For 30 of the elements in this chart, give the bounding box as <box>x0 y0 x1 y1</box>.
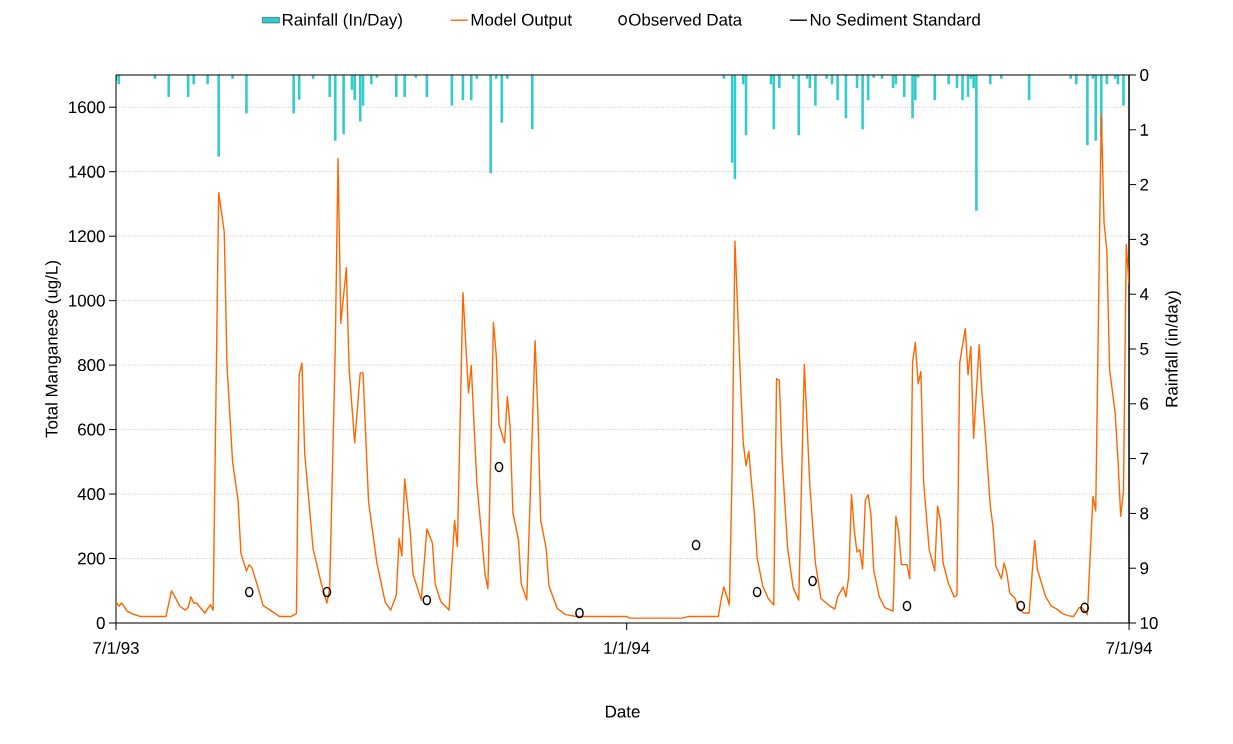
y2-tick-label: 0 <box>1140 69 1149 81</box>
legend-label: Model Output <box>471 13 572 30</box>
y2-tick-label: 4 <box>1139 288 1149 301</box>
x-tick-label: 7/1/93 <box>93 641 139 654</box>
y-tick-label: 1400 <box>69 165 105 178</box>
y-tick-label: 0 <box>96 617 105 629</box>
y2-tick-label: 2 <box>1140 178 1149 191</box>
legend-label: Observed Data <box>629 13 743 26</box>
x-tick-label: 1/1/94 <box>604 641 650 654</box>
y-tick-label: 1200 <box>69 230 105 243</box>
y-tick-label: 1600 <box>69 101 105 114</box>
y2-tick-label: 5 <box>1140 343 1149 355</box>
y-tick-label: 800 <box>77 359 105 372</box>
x-axis-title: Date <box>606 705 640 718</box>
x-tick-label: 7/1/94 <box>1106 641 1153 654</box>
y-tick-label: 600 <box>78 423 105 436</box>
y2-tick-label: 10 <box>1140 617 1158 630</box>
y-tick-label: 400 <box>77 488 105 501</box>
y2-tick-label: 1 <box>1140 123 1149 136</box>
y-axis-title: Total Manganese (ug/L) <box>45 261 61 438</box>
y2-tick-label: 8 <box>1140 507 1149 520</box>
y2-tick-label: 6 <box>1140 397 1149 410</box>
y-tick-label: 200 <box>78 552 105 565</box>
y2-tick-label: 9 <box>1140 562 1149 575</box>
y2-tick-label: 3 <box>1140 233 1149 246</box>
y2-tick-label: 7 <box>1140 452 1149 465</box>
y-tick-label: 1000 <box>69 294 105 307</box>
legend-label: No Sediment Standard <box>810 13 980 26</box>
legend-label: Rainfall (In/Day) <box>282 13 402 30</box>
y2-axis-title: Rainfall (in/day) <box>1165 291 1182 407</box>
